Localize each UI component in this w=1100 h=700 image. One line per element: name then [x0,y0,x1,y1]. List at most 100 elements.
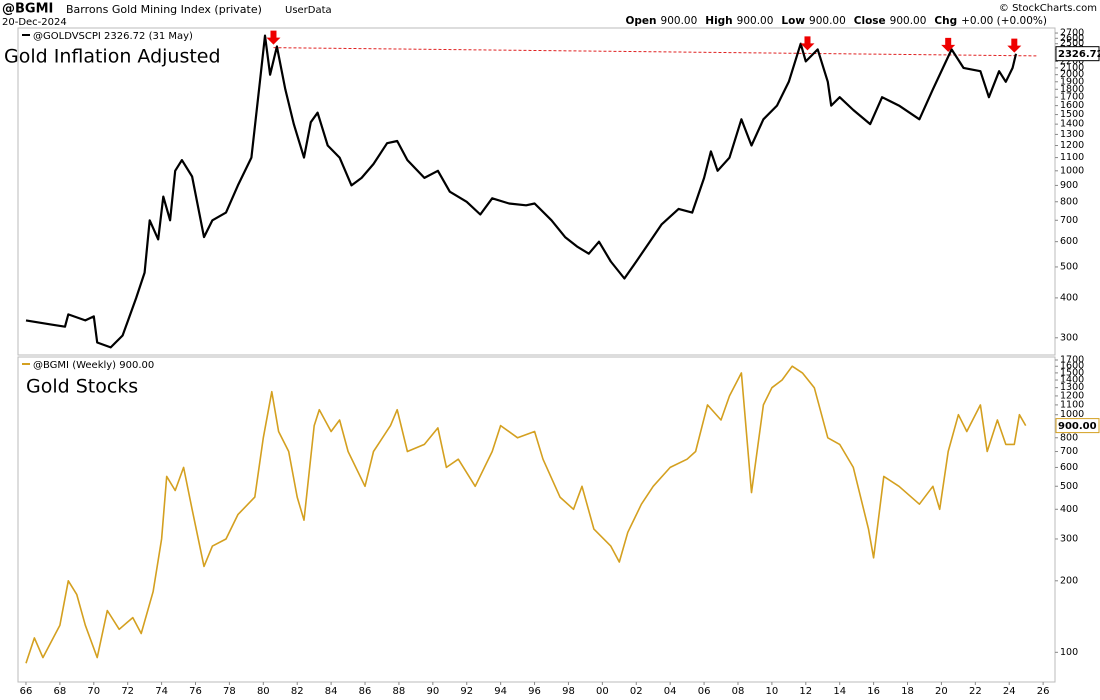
y-tick-label: 800 [1060,196,1078,207]
y-tick-label: 2000 [1060,69,1084,80]
y-tick-label: 2100 [1060,62,1084,73]
x-tick-label: 20 [935,686,948,697]
x-tick-label: 80 [257,686,270,697]
y-tick-label: 400 [1060,504,1078,515]
x-tick-label: 24 [1003,686,1016,697]
x-tick-label: 92 [460,686,473,697]
y-tick-label: 1600 [1060,100,1084,111]
series-line [25,365,1027,664]
x-tick-label: 86 [359,686,372,697]
x-tick-label: 96 [528,686,541,697]
y-tick-label: 1000 [1060,409,1084,420]
y-tick-label: 1800 [1060,84,1084,95]
y-tick-label: 600 [1060,236,1078,247]
x-tick-label: 00 [596,686,609,697]
last-value-label: 900.00 [1058,421,1097,432]
y-tick-label: 1100 [1060,399,1084,410]
ohlc-label: Chg [934,15,957,27]
y-tick-label: 700 [1060,446,1078,457]
y-tick-label: 1700 [1060,354,1084,365]
y-tick-label: 1000 [1060,165,1084,176]
x-tick-label: 88 [393,686,406,697]
panel-frame [17,27,1056,356]
x-tick-label: 70 [87,686,100,697]
x-tick-label: 08 [732,686,745,697]
x-tick-label: 02 [630,686,643,697]
legend-label: @BGMI (Weekly) 900.00 [33,360,154,371]
y-tick-label: 500 [1060,261,1078,272]
y-tick-label: 1900 [1060,76,1084,87]
y-tick-label: 2700 [1060,28,1084,39]
x-tick-label: 22 [969,686,982,697]
index-name: Barrons Gold Mining Index (private) [66,3,262,16]
ohlc-value: 900.00 [661,15,698,27]
y-tick-label: 1500 [1060,109,1084,120]
ohlc-label: Open [625,15,656,27]
y-tick-label: 1300 [1060,129,1084,140]
x-tick-label: 98 [562,686,575,697]
ohlc-label: Close [854,15,886,27]
y-tick-label: 300 [1060,332,1078,343]
y-tick-label: 1200 [1060,390,1084,401]
ohlc-value: 900.00 [737,15,774,27]
y-tick-label: 500 [1060,481,1078,492]
y-tick-label: 300 [1060,533,1078,544]
y-tick-label: 2500 [1060,38,1084,49]
x-tick-label: 14 [833,686,846,697]
date: 20-Dec-2024 [2,17,67,28]
peak-arrow [1007,38,1022,53]
ohlc-label: High [705,15,732,27]
x-tick-label: 72 [121,686,134,697]
y-tick-label: 100 [1060,647,1078,658]
x-tick-label: 68 [54,686,67,697]
x-tick-label: 84 [325,686,338,697]
x-tick-label: 04 [664,686,677,697]
peak-arrow [941,37,956,52]
y-tick-label: 1500 [1060,367,1084,378]
x-tick-label: 90 [426,686,439,697]
ohlc-value: +0.00 (+0.00%) [961,15,1047,27]
x-tick-label: 76 [189,686,202,697]
legend-label: @GOLDVSCPI 2326.72 (31 May) [33,31,193,42]
ohlc-value: 900.00 [809,15,846,27]
last-value-label: 2326.72 [1058,49,1100,60]
x-tick-label: 26 [1037,686,1050,697]
panel-frame [17,356,1056,683]
y-tick-label: 400 [1060,292,1078,303]
y-tick-label: 700 [1060,215,1078,226]
x-tick-label: 18 [901,686,914,697]
x-tick-label: 66 [20,686,33,697]
ohlc-value: 900.00 [890,15,927,27]
series-line [25,34,1018,349]
y-tick-label: 1200 [1060,140,1084,151]
y-tick-label: 1100 [1060,152,1084,163]
y-tick-label: 1700 [1060,92,1084,103]
ohlc-row: Open 900.00 High 900.00 Low 900.00 Close 900.00… [625,15,1047,27]
y-tick-label: 1400 [1060,375,1084,386]
panel-title: Gold Stocks [26,376,138,398]
panel-title: Gold Inflation Adjusted [4,46,221,68]
y-tick-label: 200 [1060,575,1078,586]
y-tick-label: 900 [1060,180,1078,191]
trendline [273,47,1037,57]
last-value-box [1055,46,1100,62]
y-tick-label: 600 [1060,462,1078,473]
y-tick-label: 1300 [1060,382,1084,393]
y-tick-label: 2200 [1060,56,1084,67]
y-tick-label: 2600 [1060,33,1084,44]
y-tick-label: 800 [1060,432,1078,443]
x-tick-label: 12 [799,686,812,697]
x-tick-label: 78 [223,686,236,697]
x-tick-label: 94 [494,686,507,697]
x-tick-label: 82 [291,686,304,697]
peak-arrow [266,30,281,45]
x-tick-label: 16 [867,686,880,697]
x-tick-label: 74 [155,686,168,697]
source: UserData [285,5,332,16]
copyright: © StockCharts.com [999,3,1097,14]
ohlc-label: Low [781,15,805,27]
x-tick-label: 06 [698,686,711,697]
y-tick-label: 1400 [1060,119,1084,130]
